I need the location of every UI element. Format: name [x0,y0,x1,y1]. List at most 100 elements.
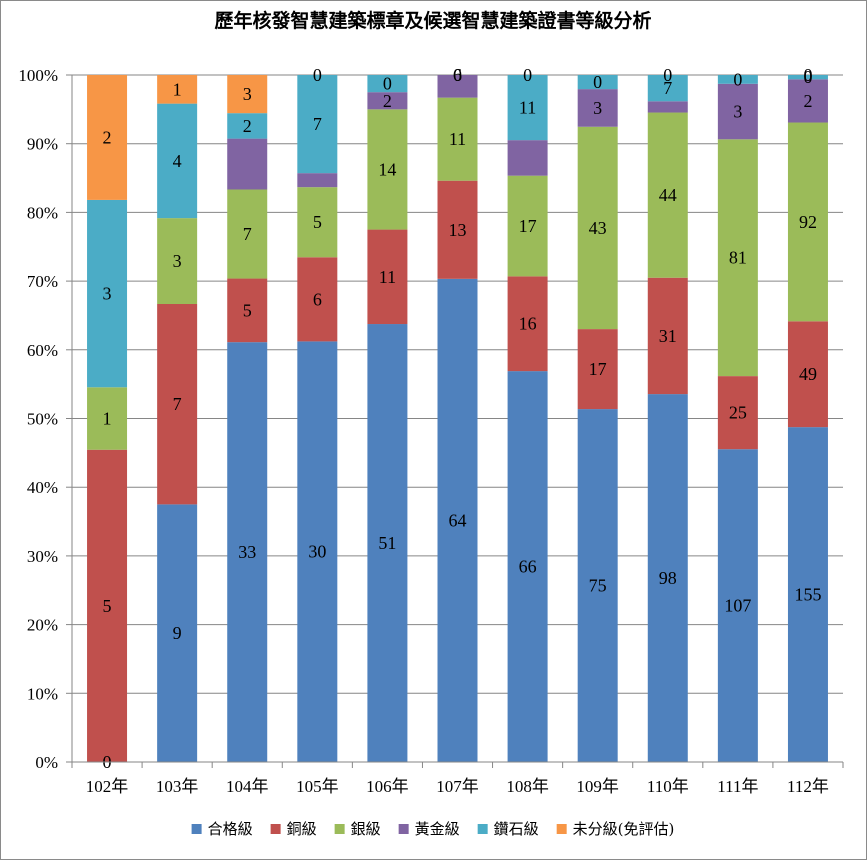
data-label: 11 [379,267,396,287]
bar-segment [227,278,268,343]
y-tick-label: 20% [27,616,58,635]
bar-segment [717,83,758,140]
bar-segment [437,97,478,181]
axes: 0%10%20%30%40%50%60%70%80%90%100%102年 103… [18,66,844,796]
y-tick-label: 90% [27,135,58,154]
y-tick-label: 100% [18,66,58,85]
x-tick-label: 111年 [717,777,758,796]
data-label: 44 [659,185,677,205]
data-label: 0 [383,74,392,94]
bar-segment [717,75,758,84]
bar-segment [647,101,688,113]
y-tick-label: 10% [27,684,58,703]
bar-segment [507,371,548,762]
bar-segment [157,304,198,505]
data-label: 3 [173,251,182,271]
bar-segment [577,89,618,127]
data-label: 31 [659,326,677,346]
data-label: 66 [519,557,537,577]
bar-segment [297,341,338,762]
data-label: 98 [659,568,677,588]
data-label: 0 [593,72,602,92]
legend-swatch [270,824,281,834]
data-label: 81 [729,248,747,268]
bar-segment [367,109,408,230]
bar-segment [507,276,548,372]
data-label: 6 [313,289,322,309]
y-tick-label: 60% [27,341,58,360]
data-label: 2 [103,127,112,147]
bar-segment [577,409,618,762]
data-label: 3 [593,98,602,118]
bar-segment [787,321,828,428]
segment-labels: 0513297341335723306570511114206413116066… [103,65,822,772]
bar-segment [577,329,618,410]
bar-segment [227,189,268,279]
x-tick-label: 104年 [226,777,269,796]
x-tick-label: 110年 [647,777,689,796]
x-tick-label: 103年 [156,777,199,796]
data-label: 1 [173,79,182,99]
data-label: 5 [243,300,252,320]
legend-swatch [398,824,409,834]
bar-segment [87,449,128,762]
data-label: 5 [313,212,322,232]
data-label: 6 [453,65,462,85]
legend-swatch [556,824,567,834]
data-label: 13 [449,220,467,240]
x-tick-label: 107年 [436,777,479,796]
data-label: 0 [803,65,812,85]
y-tick-label: 40% [27,478,58,497]
bar-segment [437,278,478,762]
bar-segment [87,387,128,450]
x-tick-label: 105年 [296,777,339,796]
bar-segment [297,75,338,174]
x-tick-label: 102年 [86,777,129,796]
bar-segment [507,140,548,176]
data-label: 0 [663,65,672,85]
data-label: 7 [313,114,322,134]
x-tick-label: 112年 [787,777,829,796]
data-label: 3 [733,102,742,122]
bar-segment [157,103,198,219]
data-label: 92 [799,212,817,232]
legend-label: 合格級 [208,820,253,838]
bar-segment [647,394,688,762]
chart-title: 歷年核發智慧建築標章及候選智慧建築證書等級分析 [214,9,651,32]
bar-segment [577,126,618,330]
data-label: 64 [449,510,467,530]
x-tick-label: 108年 [506,777,549,796]
bar-segment [647,112,688,278]
data-label: 43 [589,218,607,238]
bar-segment [367,324,408,762]
data-label: 7 [243,224,252,244]
bar-segment [787,427,828,762]
bar-segment [157,218,198,304]
bar-segment [787,75,828,80]
data-label: 11 [519,98,536,118]
bar-segment [717,449,758,762]
x-tick-label: 109年 [576,777,619,796]
data-label: 3 [103,284,112,304]
data-label: 17 [589,359,607,379]
data-label: 0 [523,65,532,85]
legend-swatch [191,824,202,834]
data-label: 30 [308,542,326,562]
legend-label: 銀級 [351,820,381,838]
bar-segment [227,138,268,190]
bar-segment [367,75,408,93]
legend-label: 黃金級 [415,820,460,838]
data-label: 17 [519,216,537,236]
data-label: 2 [243,116,252,136]
bar-segment [227,342,268,762]
data-label: 5 [103,596,112,616]
bar-segment [227,113,268,139]
bar-segment [577,75,618,90]
legend-label: 銅級 [287,820,317,838]
data-label: 1 [103,409,112,429]
data-label: 14 [378,159,396,179]
bar-segment [297,187,338,258]
data-label: 4 [173,151,182,171]
bar-segment [157,504,198,762]
